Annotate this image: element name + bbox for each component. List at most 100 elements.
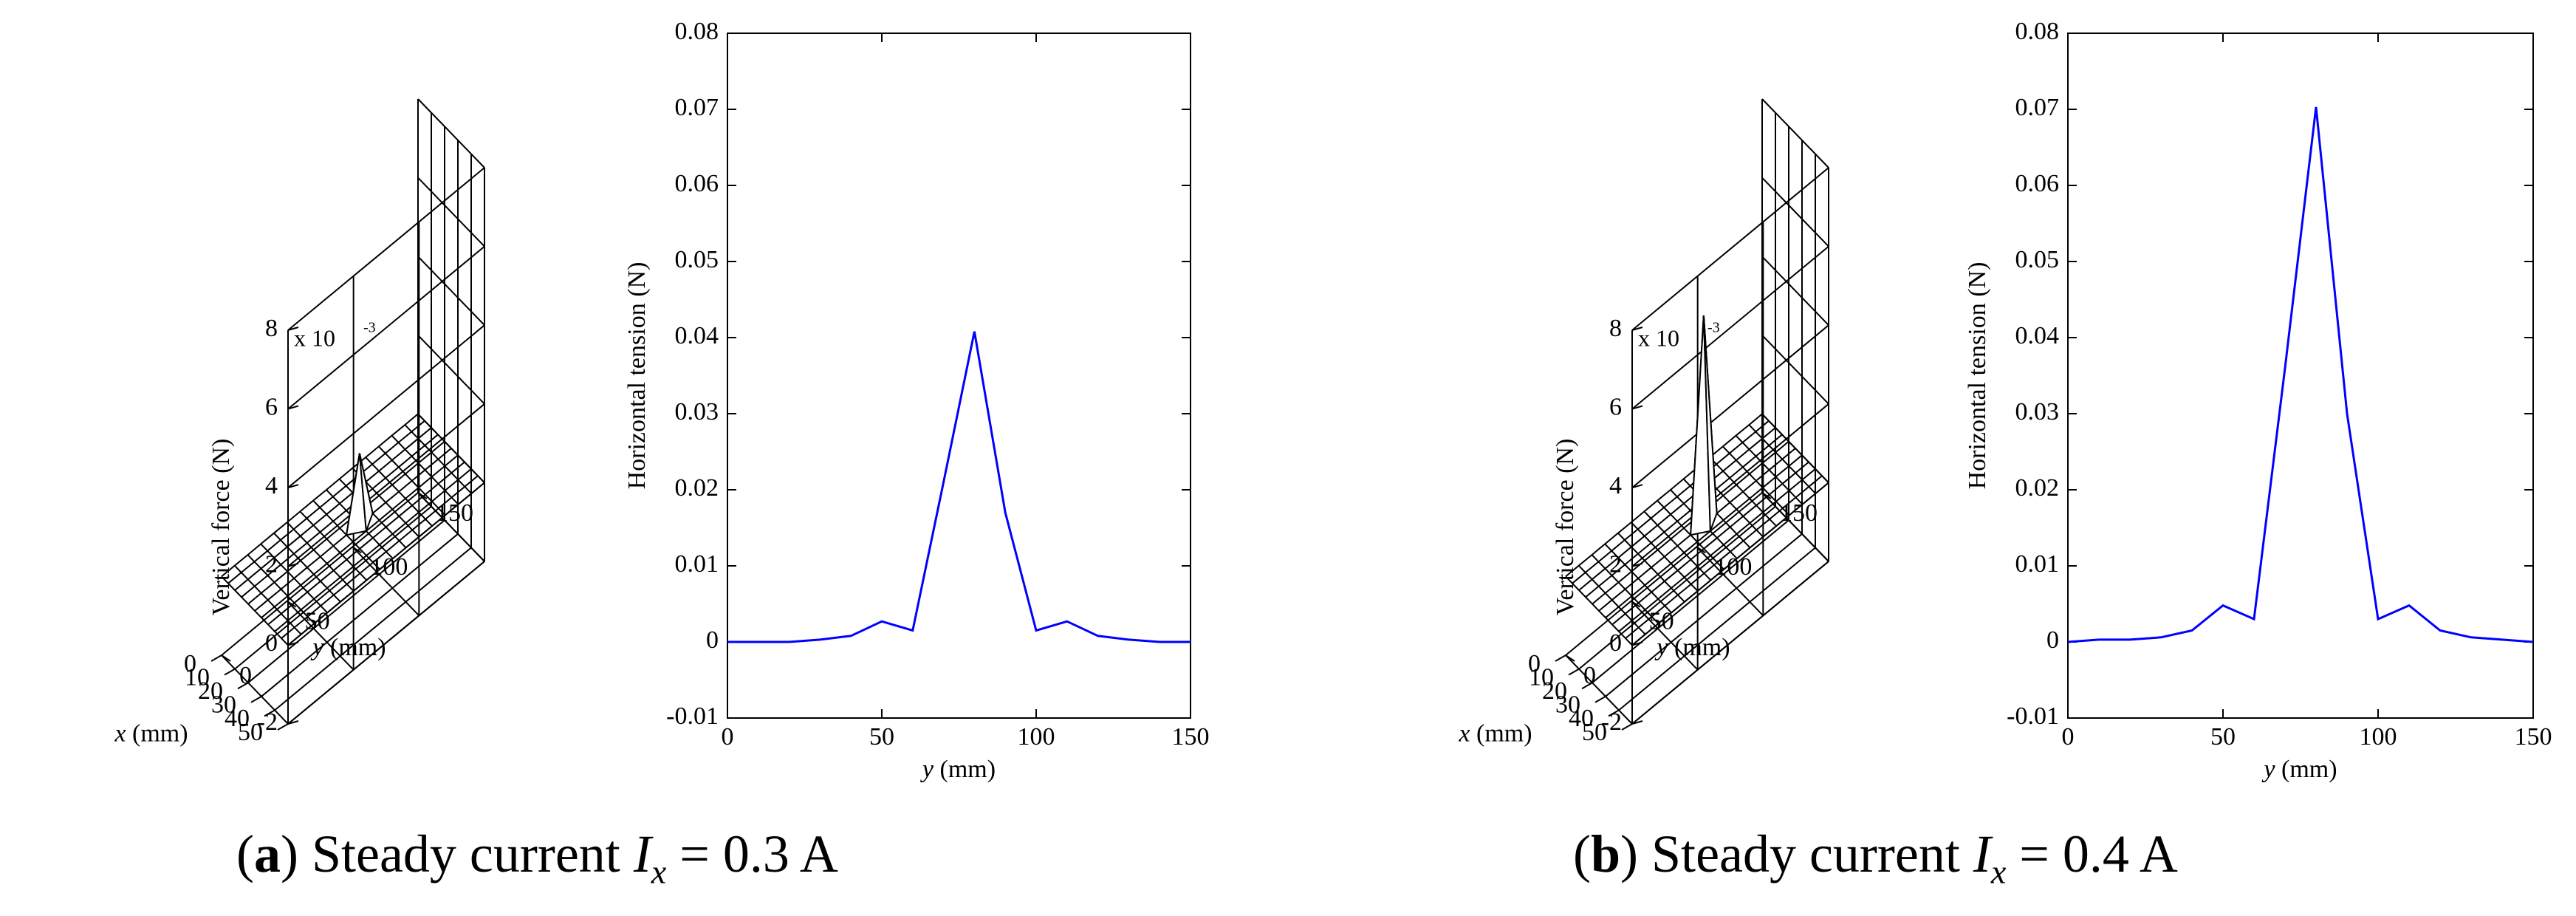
y-tick-label: 50 <box>1649 607 1674 635</box>
grid-line <box>1631 561 1829 725</box>
surface-mesh-line <box>1578 565 1646 635</box>
y-tick-label: 150 <box>436 499 473 527</box>
x-tick-label: 100 <box>1018 723 1055 751</box>
surface-mesh-line <box>1709 457 1777 527</box>
x-axis-label: x (mm) <box>114 720 188 747</box>
x-tick-label: 50 <box>238 719 263 746</box>
surface-mesh-line <box>241 434 439 598</box>
surface-mesh-line <box>261 454 459 618</box>
x-tick <box>264 709 275 717</box>
x-tick-label: 10 <box>185 663 210 691</box>
x-tick <box>1568 668 1580 676</box>
y-tick-label: 0 <box>239 662 252 689</box>
y-tick-label: 0.02 <box>2015 474 2060 502</box>
grid-line <box>1605 533 1803 697</box>
z-tick <box>1631 641 1643 646</box>
surface-mesh-line <box>1585 434 1783 598</box>
x-tick-label: 40 <box>225 705 250 732</box>
x-tick <box>1608 709 1620 717</box>
y-tick-label: 0.06 <box>675 170 719 197</box>
z-tick-label: 6 <box>265 393 278 420</box>
surface-mesh-line <box>260 543 328 614</box>
x-tick <box>250 695 262 703</box>
grid-line <box>287 167 485 331</box>
surface-mesh-line <box>1625 475 1823 639</box>
z-tick-label: 8 <box>1609 315 1622 342</box>
grid-line <box>417 98 485 168</box>
grid-line <box>417 256 485 326</box>
surface-mesh-line <box>227 420 425 584</box>
caption-b-var: I <box>1973 824 1991 883</box>
surface-mesh-line <box>1643 510 1712 581</box>
z-tick-label: 8 <box>265 315 278 342</box>
y-tick-label: 0.05 <box>675 246 719 273</box>
z-tick-label: 0 <box>265 629 278 657</box>
surface-mesh-line <box>299 510 368 581</box>
caption-b-text-before: Steady current <box>1638 824 1973 883</box>
y-tick-label: 0 <box>2046 626 2059 654</box>
y-tick-label: 0.04 <box>675 322 719 349</box>
x-tick <box>1594 695 1606 703</box>
x-tick-label: 0 <box>722 723 734 751</box>
z-axis-label: Vertical force (N) <box>1552 439 1579 616</box>
z-tick-label: 2 <box>1609 551 1622 578</box>
y-tick-label: 0.01 <box>675 550 719 578</box>
x-tick-label: 150 <box>2515 723 2552 751</box>
caption-a-label: a <box>253 824 281 883</box>
surface-mesh-line <box>233 565 302 635</box>
surface-mesh-line <box>247 554 315 624</box>
surface-mesh-line <box>365 457 433 527</box>
z-tick <box>1631 405 1643 410</box>
surface-mesh-line <box>1630 522 1699 592</box>
x-tick-label: 30 <box>211 691 236 719</box>
exponent-power: -3 <box>363 320 376 336</box>
grid-line <box>1761 177 1829 247</box>
grid-line <box>287 403 485 567</box>
y-tick <box>1565 654 1575 662</box>
surface-mesh-line <box>1578 427 1776 591</box>
grid-line <box>221 654 289 725</box>
x-tick-label: 0 <box>1528 650 1541 677</box>
caption-a-sub: x <box>651 852 667 891</box>
surface-mesh-line <box>1617 533 1685 603</box>
y-tick <box>287 600 297 608</box>
y-tick-label: -0.01 <box>2007 703 2059 730</box>
x-tick-label: 100 <box>2360 723 2397 751</box>
surface-mesh-line <box>221 575 289 646</box>
z-tick <box>287 405 299 410</box>
y-tick-label: 0.02 <box>675 474 719 502</box>
y-tick-label: 0.07 <box>2015 94 2060 121</box>
exponent-label: x 10 <box>1638 324 1679 351</box>
z-tick-label: 4 <box>1609 472 1622 499</box>
surface-mesh-line <box>1611 461 1809 626</box>
y-tick-label: 0.06 <box>2015 170 2060 197</box>
surface-mesh-line <box>273 533 341 603</box>
y-tick-label: 100 <box>1714 553 1752 581</box>
z-tick-label: 6 <box>1609 393 1622 420</box>
z-tick <box>287 562 299 567</box>
x-tick-label: 0 <box>184 650 196 677</box>
x-tick <box>237 682 249 690</box>
y-axis-label: Horizontal tension (N) <box>623 262 651 490</box>
x-tick-label: 50 <box>2210 723 2236 751</box>
grid-line <box>1761 98 1829 168</box>
y-tick <box>1761 492 1772 499</box>
x-tick-label: 20 <box>198 677 223 705</box>
grid-line <box>261 533 459 697</box>
y-tick-label: 100 <box>370 553 408 581</box>
series-line <box>727 331 1191 643</box>
surface-mesh-line <box>1618 468 1816 632</box>
grid-line <box>287 245 485 410</box>
caption-a-text-after: = 0.3 A <box>666 824 838 883</box>
y-tick-label: 150 <box>1780 499 1818 527</box>
x-tick-label: 40 <box>1569 705 1594 732</box>
surface-mesh-line <box>1604 543 1672 614</box>
y-tick-label: 0.07 <box>675 94 719 121</box>
y-axis-label: y (mm) <box>310 634 386 661</box>
grid-line <box>221 492 419 656</box>
y-tick <box>352 546 362 554</box>
surface-mesh-line <box>1605 454 1803 618</box>
grid-line <box>1761 335 1829 405</box>
surface-peak-facet <box>358 453 374 532</box>
